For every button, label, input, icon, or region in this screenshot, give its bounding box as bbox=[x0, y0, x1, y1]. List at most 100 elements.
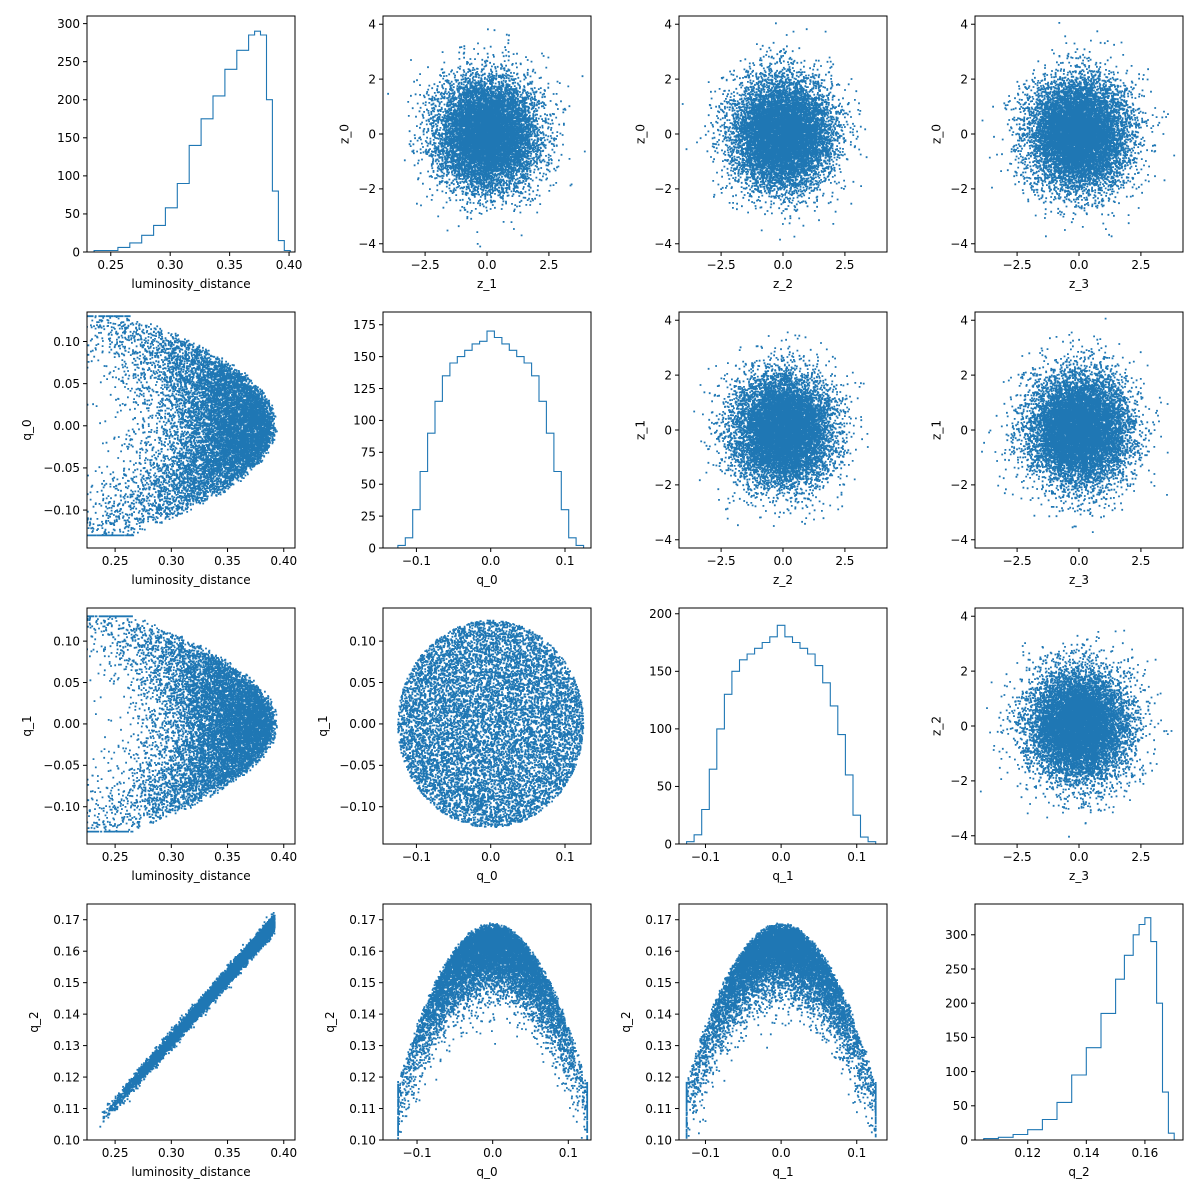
x-tick-label: 0.40 bbox=[270, 850, 297, 864]
x-tick-label: 0.30 bbox=[158, 1146, 185, 1160]
x-tick-label: 0.30 bbox=[157, 258, 184, 272]
y-tick-label: 0 bbox=[960, 719, 968, 733]
y-tick-label: −4 bbox=[654, 237, 672, 251]
axes-frame bbox=[383, 312, 591, 548]
x-axis-label: z_3 bbox=[1069, 869, 1089, 883]
y-tick-label: 0.00 bbox=[53, 717, 80, 731]
y-tick-label: 0.12 bbox=[53, 1070, 80, 1084]
y-tick-label: −2 bbox=[950, 478, 968, 492]
x-tick-label: 0.0 bbox=[481, 554, 500, 568]
x-axis-label: luminosity_distance bbox=[131, 573, 250, 587]
panel-2-1: −0.1 0.0 0.1−0.10−0.050.000.050.10q_0q_1 bbox=[316, 608, 591, 883]
x-tick-label: 0.1 bbox=[555, 850, 574, 864]
y-tick-label: 0.15 bbox=[349, 976, 376, 990]
y-tick-label: 200 bbox=[57, 93, 80, 107]
scatter-points bbox=[397, 620, 584, 828]
y-tick-label: 0.11 bbox=[53, 1102, 80, 1116]
x-tick-label: 2.5 bbox=[1131, 554, 1150, 568]
x-tick-label: 2.5 bbox=[539, 258, 558, 272]
y-tick-label: 2 bbox=[960, 664, 968, 678]
y-tick-label: 100 bbox=[353, 414, 376, 428]
y-tick-label: −2 bbox=[950, 182, 968, 196]
y-tick-label: −2 bbox=[950, 774, 968, 788]
y-tick-label: 0.12 bbox=[645, 1070, 672, 1084]
x-tick-label: 0.1 bbox=[555, 554, 574, 568]
y-axis-label: q_1 bbox=[316, 715, 330, 736]
scatter-points bbox=[99, 912, 275, 1128]
y-tick-label: 0.13 bbox=[645, 1039, 672, 1053]
scatter-point-cloud bbox=[682, 22, 868, 240]
x-axis-label: q_0 bbox=[476, 1165, 497, 1179]
x-tick-label: 0.30 bbox=[158, 554, 185, 568]
y-tick-label: 50 bbox=[65, 207, 80, 221]
x-tick-label: 0.25 bbox=[97, 258, 124, 272]
y-tick-label: −2 bbox=[358, 182, 376, 196]
x-axis-label: q_1 bbox=[772, 869, 793, 883]
x-tick-label: 0.25 bbox=[102, 850, 129, 864]
y-tick-label: 125 bbox=[353, 382, 376, 396]
y-tick-label: 0 bbox=[664, 127, 672, 141]
y-tick-label: 150 bbox=[353, 350, 376, 364]
y-tick-label: 250 bbox=[945, 962, 968, 976]
y-tick-label: 200 bbox=[945, 996, 968, 1010]
y-tick-label: 0.10 bbox=[645, 1133, 672, 1147]
x-tick-label: 0.0 bbox=[477, 258, 496, 272]
y-axis-label: z_0 bbox=[930, 124, 944, 144]
y-tick-label: 0.10 bbox=[53, 335, 80, 349]
x-tick-label: 2.5 bbox=[1131, 258, 1150, 272]
y-tick-label: −0.05 bbox=[339, 759, 376, 773]
y-tick-label: 2 bbox=[960, 72, 968, 86]
scatter-point-cloud bbox=[397, 620, 584, 828]
y-tick-label: 25 bbox=[361, 509, 376, 523]
x-tick-label: 0.0 bbox=[773, 258, 792, 272]
x-tick-label: 0.40 bbox=[270, 554, 297, 568]
scatter-point-cloud bbox=[381, 28, 586, 257]
y-tick-label: 4 bbox=[664, 18, 672, 32]
y-tick-label: 0.11 bbox=[349, 1102, 376, 1116]
y-tick-label: 0.05 bbox=[53, 377, 80, 391]
y-axis-label: z_1 bbox=[930, 420, 944, 440]
x-tick-label: −0.1 bbox=[691, 850, 720, 864]
x-tick-label: 0.0 bbox=[1069, 258, 1088, 272]
y-tick-label: −4 bbox=[950, 829, 968, 843]
y-tick-label: 300 bbox=[945, 928, 968, 942]
y-tick-label: −0.10 bbox=[43, 503, 80, 517]
y-tick-label: 0.16 bbox=[645, 945, 672, 959]
x-tick-label: 0.0 bbox=[481, 850, 500, 864]
y-tick-label: 75 bbox=[361, 446, 376, 460]
x-axis-label: q_0 bbox=[476, 573, 497, 587]
y-axis-label: z_0 bbox=[634, 124, 648, 144]
y-tick-label: 0.14 bbox=[349, 1007, 376, 1021]
x-tick-label: −2.5 bbox=[411, 258, 440, 272]
panel-3-1: −0.1 0.0 0.10.100.110.120.130.140.150.160.… bbox=[323, 904, 591, 1180]
scatter-point-cloud bbox=[0, 315, 278, 536]
y-tick-label: 2 bbox=[368, 72, 376, 86]
x-tick-label: −2.5 bbox=[707, 554, 736, 568]
x-tick-label: −2.5 bbox=[1003, 850, 1032, 864]
x-axis-label: q_2 bbox=[1068, 1165, 1089, 1179]
y-tick-label: −4 bbox=[654, 533, 672, 547]
panel-3-2: −0.1 0.0 0.10.100.110.120.130.140.150.160.… bbox=[619, 904, 887, 1179]
x-tick-label: 0.1 bbox=[559, 1146, 578, 1160]
y-tick-label: −0.10 bbox=[43, 800, 80, 814]
scatter-points bbox=[981, 318, 1169, 533]
y-tick-label: 50 bbox=[361, 478, 376, 492]
x-axis-label: z_3 bbox=[1069, 277, 1089, 291]
x-tick-label: 2.5 bbox=[1131, 850, 1150, 864]
y-tick-label: 100 bbox=[649, 722, 672, 736]
x-tick-label: 0.0 bbox=[773, 554, 792, 568]
x-axis-label: q_1 bbox=[772, 1165, 793, 1179]
y-tick-label: −2 bbox=[654, 182, 672, 196]
y-tick-label: 0.10 bbox=[53, 634, 80, 648]
y-axis-label: z_1 bbox=[634, 420, 648, 440]
y-tick-label: −0.05 bbox=[43, 461, 80, 475]
x-tick-label: 0.25 bbox=[102, 554, 129, 568]
panel-2-0: 0.25 0.30 0.35 0.40−0.10−0.050.000.050.10lu… bbox=[0, 608, 297, 883]
x-axis-label: luminosity_distance bbox=[131, 869, 250, 883]
histogram-step bbox=[984, 918, 1174, 1140]
x-tick-label: 0.35 bbox=[214, 554, 241, 568]
